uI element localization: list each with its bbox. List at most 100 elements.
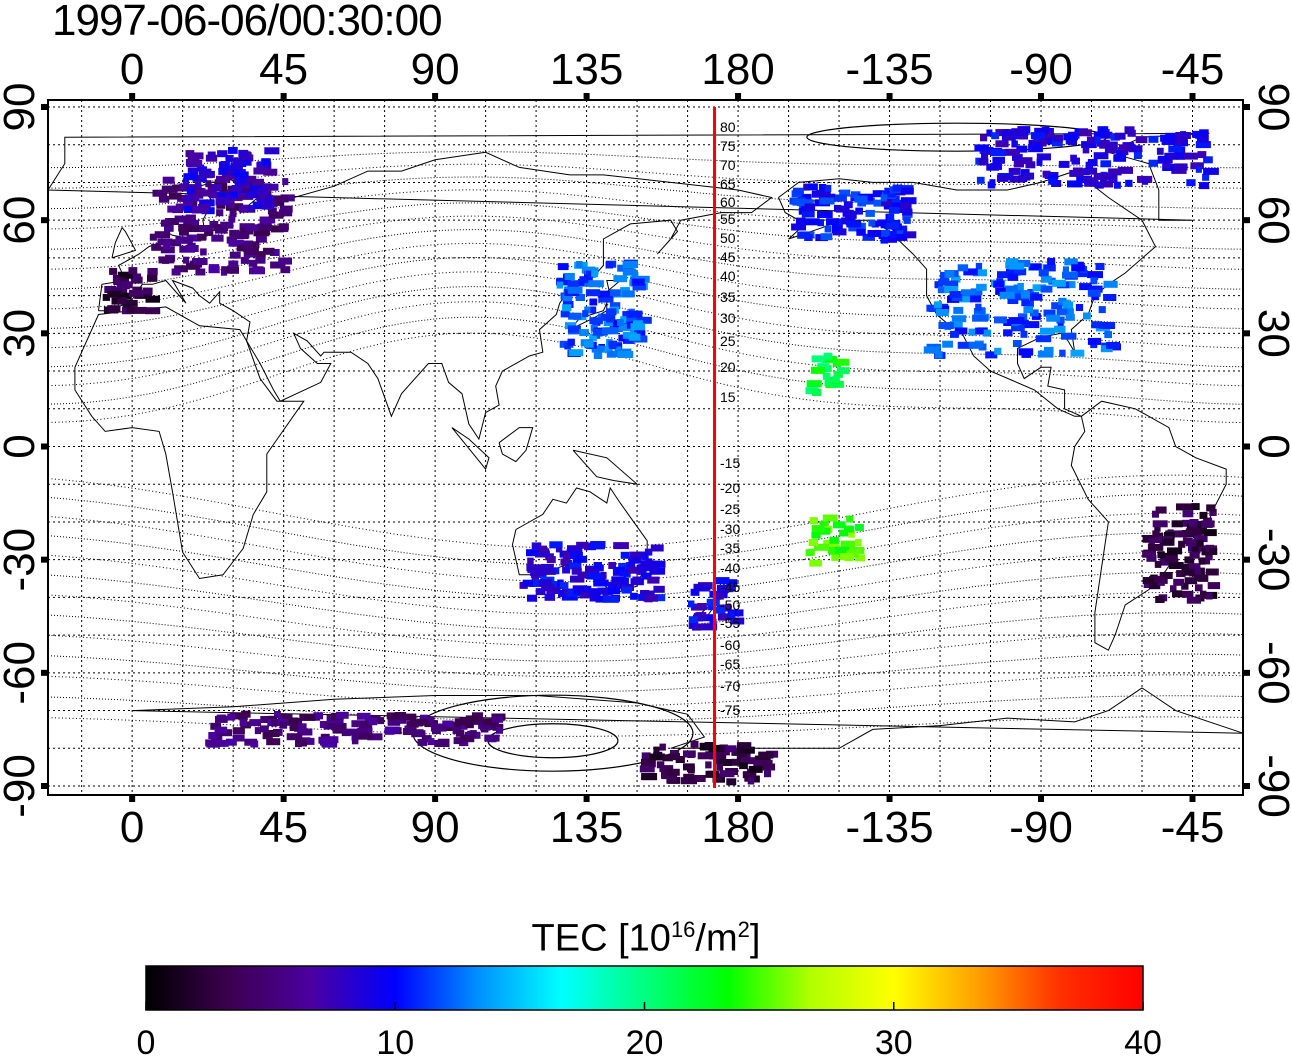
tec-cell bbox=[188, 225, 203, 233]
tec-cell bbox=[588, 280, 604, 288]
tec-cell bbox=[937, 286, 946, 294]
tec-cell bbox=[888, 206, 900, 214]
x-bottom-tick bbox=[280, 795, 287, 802]
tec-cell bbox=[591, 345, 605, 353]
tec-cell bbox=[368, 718, 378, 726]
tec-cell bbox=[145, 307, 161, 315]
tec-cell bbox=[325, 722, 341, 730]
tec-cell bbox=[832, 521, 846, 529]
tec-cell bbox=[593, 579, 609, 587]
tec-cell bbox=[618, 323, 632, 331]
tec-cell bbox=[232, 727, 245, 735]
tec-cell bbox=[716, 763, 724, 771]
tec-cell bbox=[107, 290, 122, 298]
tec-cell bbox=[953, 306, 964, 314]
x-top-tick-label: 180 bbox=[701, 45, 774, 94]
x-bottom-tick-label: -45 bbox=[1161, 803, 1225, 852]
magnetic-contour bbox=[47, 316, 1244, 405]
tec-cell bbox=[819, 527, 831, 535]
contour-label: 75 bbox=[720, 138, 736, 154]
tec-cell bbox=[1072, 167, 1083, 175]
tec-cell bbox=[267, 207, 277, 215]
tec-cell bbox=[218, 192, 232, 200]
tec-cell bbox=[1005, 258, 1019, 266]
tec-cell bbox=[743, 746, 755, 754]
y-left-tick bbox=[41, 104, 48, 110]
tec-cell bbox=[184, 201, 193, 209]
tec-cell bbox=[255, 256, 266, 264]
tec-cell bbox=[606, 315, 615, 323]
tec-cell bbox=[522, 579, 533, 587]
y-left-tick-label: 60 bbox=[0, 196, 44, 245]
tec-cell bbox=[702, 614, 714, 622]
tec-cell bbox=[160, 219, 171, 227]
tec-cell bbox=[589, 298, 598, 306]
tec-cell bbox=[1183, 152, 1198, 160]
x-top-tick bbox=[583, 93, 590, 100]
tec-cell bbox=[901, 187, 914, 195]
tec-cell bbox=[592, 328, 608, 336]
tec-cell bbox=[811, 190, 821, 198]
y-left-tick-label: -90 bbox=[0, 754, 44, 818]
tec-cell bbox=[1133, 152, 1142, 159]
tec-cell bbox=[656, 761, 665, 769]
tec-cell bbox=[152, 189, 168, 197]
tec-cell bbox=[417, 738, 428, 746]
tec-cell bbox=[1024, 321, 1040, 329]
tec-cell bbox=[994, 347, 1002, 355]
tec-cell bbox=[240, 256, 249, 264]
tec-cell bbox=[1056, 308, 1071, 316]
tec-cell bbox=[575, 294, 585, 301]
tec-cell bbox=[259, 216, 276, 224]
tec-cell bbox=[1195, 165, 1202, 173]
tec-cell bbox=[174, 215, 190, 223]
tec-cell bbox=[1148, 582, 1161, 590]
tec-cell bbox=[1081, 141, 1097, 149]
tec-cell bbox=[739, 762, 748, 770]
tec-cell bbox=[402, 728, 417, 735]
y-left-tick bbox=[41, 443, 48, 450]
tec-cell bbox=[567, 545, 583, 553]
tec-cell bbox=[1172, 590, 1183, 598]
tec-cell bbox=[1203, 529, 1217, 537]
y-left-tick bbox=[41, 217, 48, 224]
tec-cell bbox=[1182, 510, 1194, 518]
tec-cell bbox=[271, 225, 284, 233]
tec-cell bbox=[903, 216, 911, 224]
tec-cell bbox=[268, 211, 284, 219]
tec-cell bbox=[1067, 308, 1074, 316]
tec-cell bbox=[954, 327, 968, 335]
tec-cell bbox=[826, 218, 839, 226]
tec-cell bbox=[279, 721, 288, 729]
tec-cell bbox=[190, 194, 200, 202]
tec-cell bbox=[1036, 158, 1043, 166]
tec-cell bbox=[595, 595, 609, 603]
tec-cell bbox=[1017, 283, 1024, 290]
tec-cell bbox=[225, 154, 233, 162]
tec-cell bbox=[854, 524, 864, 531]
tec-cell bbox=[1098, 306, 1106, 314]
tec-cell bbox=[1093, 152, 1109, 160]
tec-cell bbox=[228, 260, 239, 268]
tec-cell bbox=[288, 717, 299, 725]
tec-cell bbox=[831, 380, 844, 388]
colorbar-tick-label: 0 bbox=[137, 1024, 156, 1057]
tec-cell bbox=[183, 173, 198, 181]
x-bottom-tick-label: -90 bbox=[1009, 803, 1073, 852]
tec-cell bbox=[176, 236, 193, 244]
tec-cell bbox=[430, 724, 447, 732]
tec-cell bbox=[560, 558, 571, 566]
tec-cell bbox=[1159, 572, 1173, 579]
tec-cell bbox=[1065, 137, 1077, 145]
tec-cell bbox=[216, 175, 231, 183]
tec-cell bbox=[854, 195, 868, 203]
tec-cell bbox=[1018, 313, 1028, 321]
tec-cell bbox=[1178, 540, 1186, 548]
tec-cell bbox=[390, 716, 407, 724]
tec-cell bbox=[217, 196, 230, 204]
tec-cell bbox=[1069, 281, 1076, 289]
tec-cell bbox=[356, 712, 371, 720]
tec-cell bbox=[950, 330, 959, 338]
tec-cell bbox=[151, 243, 161, 251]
tec-cell bbox=[839, 529, 849, 537]
